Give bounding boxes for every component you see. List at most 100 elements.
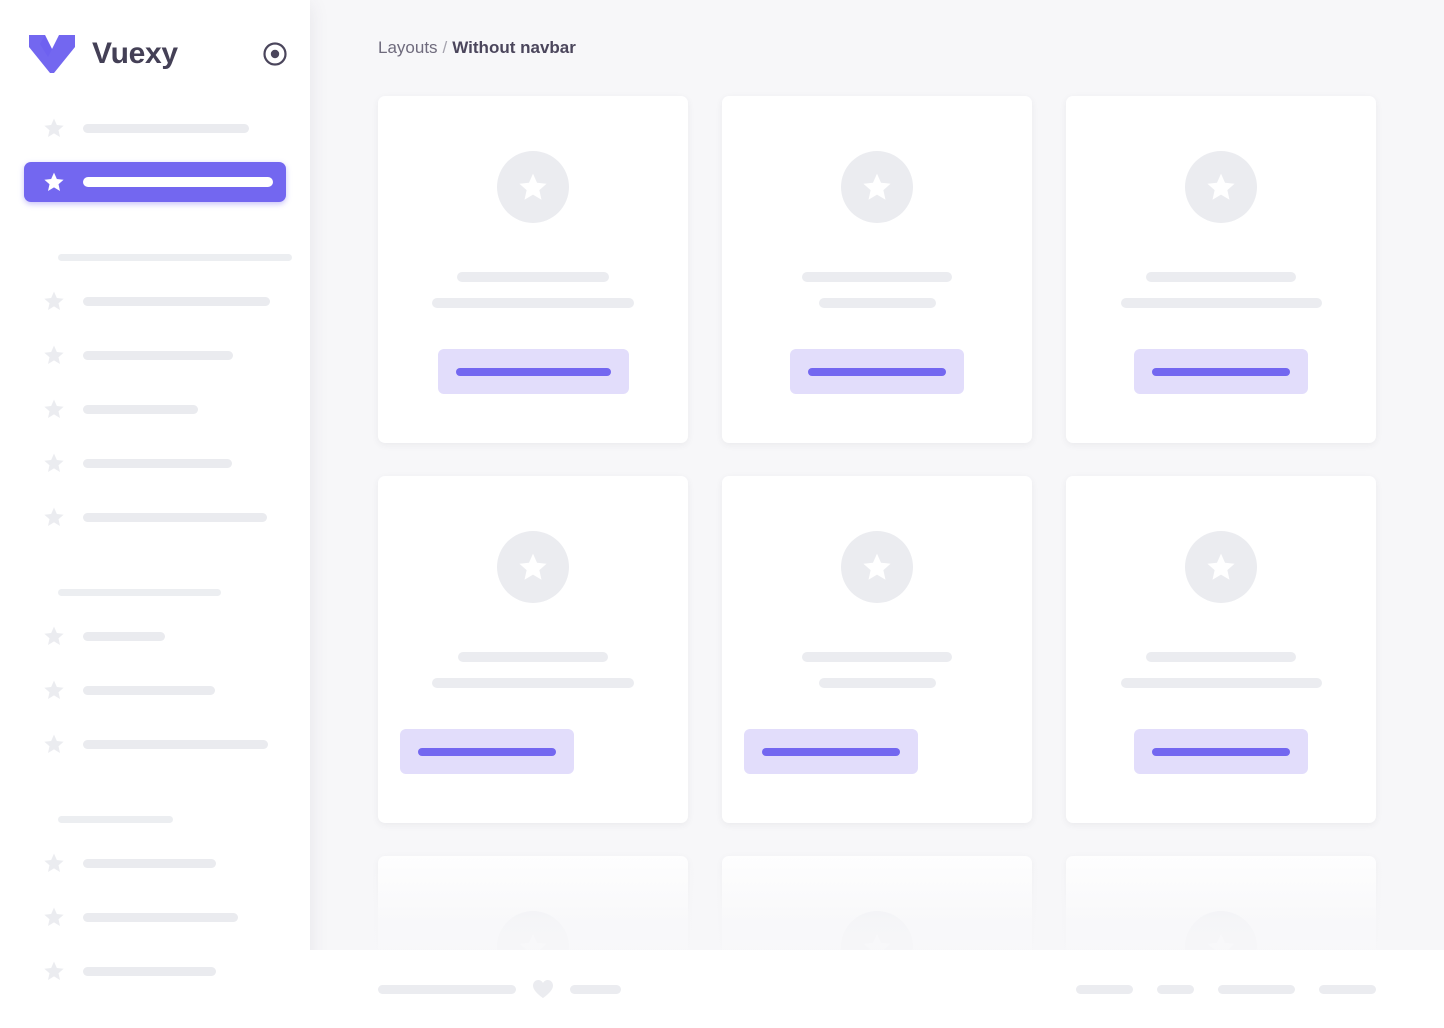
sidebar-item-label-skeleton (83, 858, 216, 868)
sidebar-group-2 (0, 551, 310, 764)
card-subtitle-skeleton (818, 298, 936, 308)
card-action-button-label-skeleton (455, 367, 611, 376)
star-icon (1204, 170, 1238, 204)
card-avatar (841, 151, 913, 223)
sidebar-item[interactable] (24, 951, 286, 991)
card-text-skeleton-block (1088, 272, 1354, 394)
card-text-skeleton-block (400, 652, 666, 774)
sidebar-section-heading-skeleton (58, 254, 292, 261)
sidebar-item[interactable] (24, 281, 286, 321)
card-subtitle-skeleton (432, 298, 634, 308)
footer-link-skeleton[interactable] (1319, 984, 1376, 994)
star-icon (860, 170, 894, 204)
card-action-button[interactable] (1134, 729, 1308, 774)
star-icon (42, 905, 66, 929)
star-icon (42, 451, 66, 475)
pin-circle-icon[interactable] (262, 41, 288, 67)
card-title-skeleton (458, 652, 608, 662)
star-icon (516, 170, 550, 204)
card-subtitle-skeleton (432, 678, 634, 688)
card-text-skeleton-block (400, 272, 666, 394)
card-title-skeleton (457, 272, 609, 282)
sidebar-item[interactable] (24, 108, 286, 148)
sidebar-item[interactable] (24, 443, 286, 483)
card-title-skeleton (802, 652, 952, 662)
content-card[interactable] (1066, 96, 1376, 443)
footer-link-skeleton[interactable] (1157, 984, 1194, 994)
heart-icon (532, 979, 554, 999)
content-card[interactable] (378, 96, 688, 443)
breadcrumb-current: Without navbar (452, 38, 576, 57)
sidebar-item[interactable] (24, 724, 286, 764)
footer-links-group (1076, 984, 1376, 994)
sidebar-item[interactable] (24, 897, 286, 937)
sidebar-item-label-skeleton (83, 631, 165, 641)
sidebar-item[interactable] (24, 670, 286, 710)
star-icon (42, 851, 66, 875)
sidebar-group-spacer (24, 778, 286, 816)
sidebar-group-spacer (24, 216, 286, 254)
card-avatar (497, 531, 569, 603)
card-text-skeleton-block (1088, 652, 1354, 774)
sidebar-item[interactable] (24, 389, 286, 429)
card-action-button[interactable] (744, 729, 918, 774)
star-icon (42, 116, 66, 140)
sidebar-section-heading-skeleton (58, 816, 173, 823)
card-text-skeleton-block (744, 652, 1010, 774)
breadcrumb: Layouts / Without navbar (378, 0, 1376, 96)
content-card[interactable] (378, 476, 688, 823)
sidebar-group-0 (0, 108, 310, 202)
star-icon (42, 289, 66, 313)
breadcrumb-separator: / (442, 38, 448, 57)
card-subtitle-skeleton (818, 678, 936, 688)
sidebar-group-spacer (24, 551, 286, 589)
card-title-skeleton (1146, 652, 1296, 662)
sidebar-item-label-skeleton (83, 350, 233, 360)
sidebar-item-label-skeleton (83, 177, 273, 187)
star-icon (42, 624, 66, 648)
sidebar-item-active[interactable] (24, 162, 286, 202)
footer-left-group (378, 979, 1076, 999)
card-action-button[interactable] (790, 349, 964, 394)
sidebar-item-label-skeleton (83, 404, 198, 414)
sidebar-item[interactable] (24, 843, 286, 883)
card-subtitle-skeleton (1120, 298, 1322, 308)
sidebar-item[interactable] (24, 335, 286, 375)
footer-author-skeleton (570, 984, 621, 994)
star-icon (42, 732, 66, 756)
footer-text-skeleton (378, 984, 516, 994)
sidebar-item-label-skeleton (83, 912, 238, 922)
star-icon (42, 959, 66, 983)
card-avatar (1185, 531, 1257, 603)
sidebar-section-heading-skeleton (58, 589, 221, 596)
main-content: Layouts / Without navbar (310, 0, 1444, 1028)
footer-link-skeleton[interactable] (1218, 984, 1295, 994)
footer (310, 950, 1444, 1028)
card-action-button-label-skeleton (418, 747, 556, 756)
card-action-button-label-skeleton (762, 747, 900, 756)
sidebar-item[interactable] (24, 497, 286, 537)
sidebar-item-label-skeleton (83, 512, 267, 522)
sidebar-item-label-skeleton (83, 739, 268, 749)
content-card[interactable] (1066, 476, 1376, 823)
card-avatar (497, 151, 569, 223)
content-card[interactable] (722, 96, 1032, 443)
sidebar-item[interactable] (24, 616, 286, 656)
star-icon (516, 550, 550, 584)
card-action-button[interactable] (400, 729, 574, 774)
card-action-button[interactable] (437, 349, 629, 394)
card-action-button[interactable] (1134, 349, 1308, 394)
sidebar-item-label-skeleton (83, 123, 249, 133)
sidebar: Vuexy (0, 0, 310, 1028)
sidebar-item-label-skeleton (83, 685, 215, 695)
content-card[interactable] (722, 476, 1032, 823)
star-icon (42, 343, 66, 367)
footer-link-skeleton[interactable] (1076, 984, 1133, 994)
star-icon (1204, 550, 1238, 584)
sidebar-nav (0, 108, 310, 991)
breadcrumb-parent[interactable]: Layouts (378, 38, 438, 57)
sidebar-item-label-skeleton (83, 296, 270, 306)
card-subtitle-skeleton (1120, 678, 1322, 688)
card-title-skeleton (802, 272, 952, 282)
